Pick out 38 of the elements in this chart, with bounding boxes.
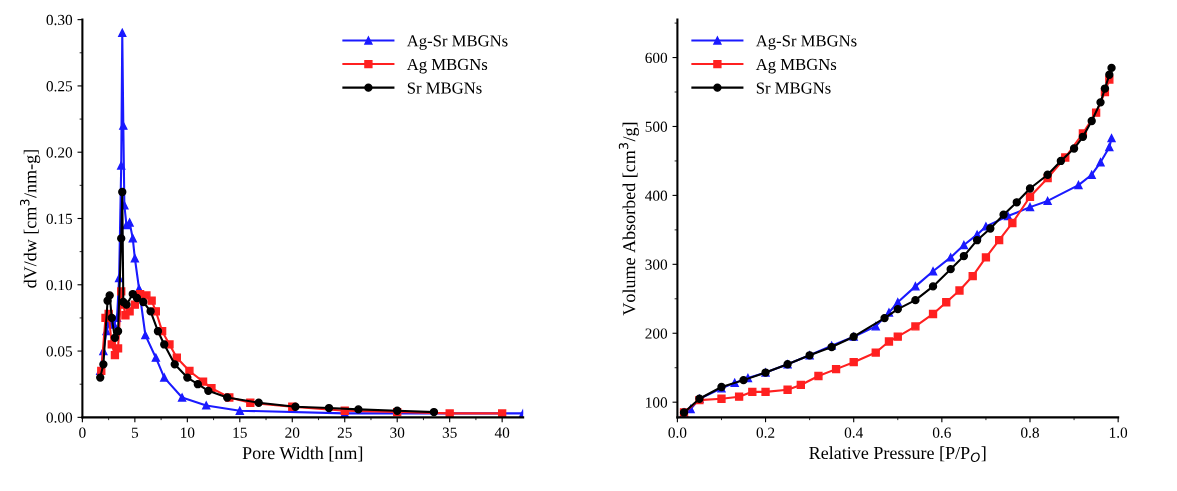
y-tick-label: 0.20	[46, 147, 73, 158]
x-axis-title: Pore Width [nm]	[242, 446, 363, 462]
y-tick-label: 0.30	[46, 14, 73, 26]
legend-label: Ag MBGNs	[755, 58, 837, 74]
y-tick-label: 600	[645, 52, 668, 63]
y-tick-label: 0.25	[46, 81, 73, 92]
x-tick-label: 1.0	[1109, 427, 1128, 438]
x-tick-label: 25	[337, 427, 352, 438]
x-tick-label: 15	[233, 427, 247, 438]
x-tick-label: 20	[285, 427, 300, 438]
x-tick-label: 30	[390, 427, 405, 438]
x-tick-label: 5	[131, 427, 139, 438]
x-tick-label: 0.0	[668, 427, 687, 438]
x-tick-label: 0.6	[932, 427, 951, 438]
legend-label: Ag MBGNs	[406, 58, 488, 74]
x-tick-label: 0.8	[1021, 427, 1039, 438]
y-tick-label: 400	[645, 190, 668, 201]
y-tick-label: 0.00	[46, 412, 73, 423]
y-tick-label: 0.05	[46, 346, 73, 357]
legend-label: Ag-Sr MBGNs	[755, 35, 857, 50]
x-tick-label: 10	[181, 427, 195, 438]
y-tick-label: 0.15	[46, 213, 73, 225]
x-tick-label: 0.2	[756, 427, 775, 438]
legend-label: Ag-Sr MBGNs	[406, 35, 508, 50]
x-tick-label: 35	[442, 427, 457, 438]
x-tick-label: 40	[494, 427, 510, 438]
y-tick-label: 500	[645, 121, 668, 132]
y-tick-label: 0.10	[46, 279, 73, 291]
x-tick-label: 0.4	[844, 427, 864, 438]
y-tick-label: 300	[645, 259, 668, 270]
legend-label: Sr MBGNs	[407, 82, 482, 94]
y-tick-label: 100	[646, 397, 668, 408]
y-axis-title: dV/dw [cm$^{3}$/nm-g]	[19, 150, 41, 288]
y-axis-title: Volume Absorbed [cm$^{3}$/g]	[618, 122, 639, 316]
x-tick-label: 0	[79, 427, 86, 438]
x-axis-title: Relative Pressure [P/P$_{O}$]	[809, 446, 986, 463]
legend-label: Sr MBGNs	[756, 82, 831, 94]
y-tick-label: 200	[645, 328, 668, 339]
